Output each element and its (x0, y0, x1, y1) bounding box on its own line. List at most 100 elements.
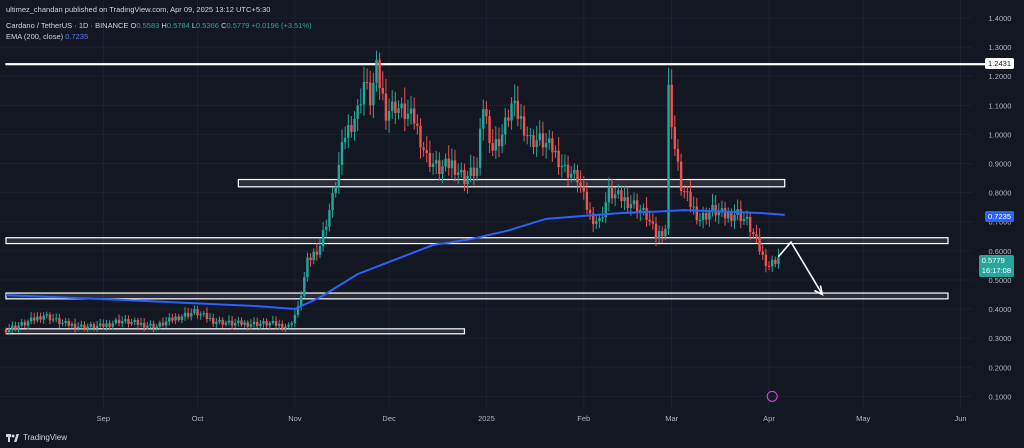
candle-body (610, 187, 614, 199)
candle-body (444, 158, 447, 167)
candle-body (683, 191, 686, 193)
candle-body (416, 123, 419, 126)
x-tick-label: Jun (955, 414, 967, 423)
y-tick-label: 0.1000 (989, 392, 1012, 401)
candle-body (654, 223, 658, 239)
candle-body (202, 313, 206, 315)
candle-body (337, 164, 341, 187)
candle-body (284, 326, 287, 329)
candle-body (409, 108, 413, 114)
candle-body (686, 191, 689, 193)
candle-body (180, 316, 184, 321)
candle-body (755, 234, 758, 237)
candle-body (475, 167, 479, 177)
ema-value: 0.7235 (65, 32, 89, 41)
candle-body (488, 116, 491, 144)
candle-body (472, 167, 476, 177)
candle-body (252, 321, 256, 325)
last-price-tag: 0.5779 16:17:08 (978, 255, 1014, 277)
candle-body (519, 116, 523, 119)
candle-body (730, 212, 733, 221)
publisher-line: ultimez_chandan published on TradingView… (6, 5, 271, 14)
candle-body (124, 319, 127, 322)
candle-body (698, 220, 702, 222)
candle-body (114, 319, 118, 324)
candle-body (325, 226, 328, 230)
candle-body (92, 324, 96, 329)
candle-body (161, 322, 165, 326)
candle-body (86, 326, 89, 329)
candle-body (601, 217, 604, 219)
candle-body (733, 214, 736, 221)
candle-body (604, 202, 607, 218)
candle-body (45, 314, 49, 316)
candle-body (347, 125, 350, 138)
candle-body (227, 320, 231, 323)
candle-body (711, 204, 714, 213)
candle-body (482, 109, 485, 129)
candle-body (29, 317, 33, 322)
support-resistance-zones (5, 63, 999, 335)
candle-body (701, 212, 705, 221)
candle-body (321, 229, 325, 247)
candle-body (391, 101, 394, 112)
candle-body (761, 251, 764, 255)
low-label: L (191, 21, 197, 30)
candlesticks (4, 50, 780, 336)
open-value: 0.5583 (136, 21, 160, 30)
candle-body (299, 295, 303, 307)
candle-body (155, 326, 158, 329)
y-tick-label: 0.2000 (989, 363, 1012, 372)
candle-body (356, 105, 359, 119)
low-value: 0.5366 (196, 21, 219, 30)
candle-body (293, 314, 297, 324)
candle-body (526, 135, 529, 137)
candle-body (438, 160, 441, 174)
candle-body (36, 316, 39, 321)
candle-body (642, 207, 645, 211)
candle-body (557, 150, 560, 168)
candle-body (419, 125, 422, 148)
close-label: C (221, 21, 227, 30)
candle-body (77, 326, 80, 329)
open-label: O (130, 21, 137, 30)
projection-arrow (766, 240, 824, 402)
candle-body (639, 210, 642, 213)
candle-body (397, 108, 400, 113)
candle-body (758, 236, 761, 252)
candle-body (331, 192, 334, 211)
candle-body (372, 82, 375, 106)
indicator-line[interactable]: EMA (200, close) 0.7235 (6, 32, 88, 41)
candle-body (271, 321, 275, 323)
candle-body (315, 251, 319, 255)
candle-body (73, 323, 77, 329)
candle-body (720, 208, 724, 212)
candle-body (120, 321, 124, 324)
candle-body (193, 309, 196, 313)
candle-body (33, 317, 36, 321)
candle-body (406, 113, 410, 119)
symbol-title[interactable]: Cardano / TetherUS · 1D · BINANCE (6, 21, 129, 30)
y-tick-label: 1.4000 (989, 14, 1012, 23)
x-tick-label: Sep (97, 414, 110, 423)
candle-body (613, 194, 617, 199)
tradingview-logo[interactable]: TradingView (6, 433, 67, 442)
candle-body (453, 160, 457, 175)
candle-body (23, 322, 27, 326)
candle-body (651, 221, 655, 224)
candle-body (17, 325, 20, 329)
candle-body (309, 257, 312, 261)
ema-price-tag: 0.7235 (985, 211, 1014, 222)
candle-body (340, 142, 344, 165)
candle-body (748, 216, 752, 233)
candle-body (529, 135, 532, 137)
candle-body (522, 116, 526, 136)
last-price-value: 0.5779 (981, 256, 1005, 265)
candle-body (516, 100, 520, 119)
candle-body (742, 218, 746, 221)
candle-body (400, 103, 403, 109)
candle-body (635, 200, 639, 213)
zone-rect (237, 178, 786, 188)
candle-body (566, 164, 570, 178)
